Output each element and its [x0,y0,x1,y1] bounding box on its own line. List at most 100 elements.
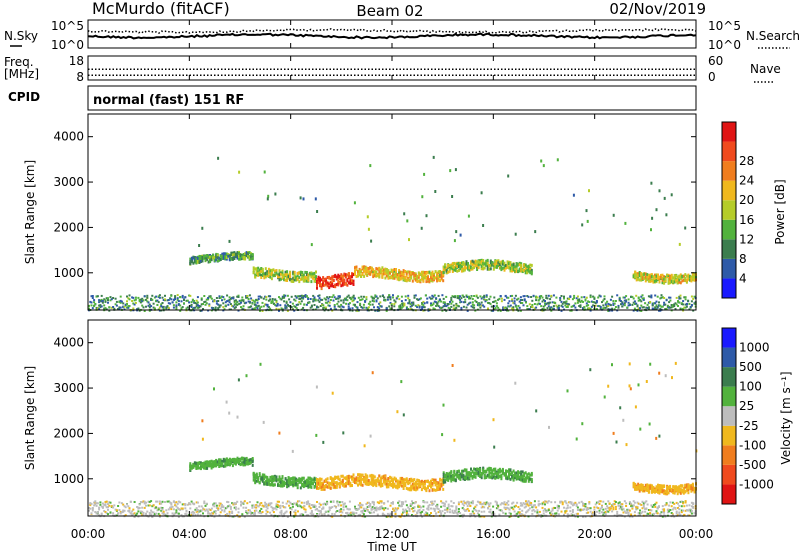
scatter-cell [255,479,258,483]
scatter-cell [153,513,156,516]
scatter-cell [512,265,515,269]
scatter-cell [323,479,326,483]
scatter-cell [381,275,384,279]
scatter-cell [678,295,681,298]
scatter-cell [384,477,387,481]
scatter-cell [462,469,465,473]
scatter-cell [526,305,529,308]
scatter-cell [425,271,428,275]
scatter-cell [667,275,670,279]
scatter-cell [196,509,199,511]
scatter-cell [310,280,313,284]
scatter-cell [487,307,489,310]
scatter-cell [256,307,259,310]
scatter-cell [215,300,218,303]
colorbar-segment [722,219,736,240]
scatter-cell [299,270,302,274]
scatter-cell [284,294,287,297]
scatter-cell [537,299,540,302]
scatter-cell [344,273,347,277]
scatter-cell [497,468,500,472]
scatter-cell [460,469,463,473]
scatter-cell [393,476,396,480]
scatter-cell [650,294,653,297]
scatter-cell [193,503,196,506]
scatter-cell [287,481,290,485]
scatter-cell [679,273,682,277]
scatter-cell [416,486,419,490]
scatter-cell [387,273,390,277]
scatter-cell [417,271,420,275]
scatter-cell [401,479,404,483]
scatter-cell [618,297,621,300]
scatter-cell [405,272,408,276]
scatter-cell [133,299,136,302]
scatter-cell [372,268,375,272]
scatter-cell [328,296,331,298]
scatter-cell [599,305,602,308]
scatter-cell [416,280,419,283]
scatter-cell [256,301,259,304]
scatter-cell [225,460,228,464]
scatter-cell [474,259,477,263]
scatter-cell [215,302,218,305]
scatter-cell [681,484,684,488]
scatter-cell [266,475,269,479]
scatter-cell [457,305,460,308]
scatter-cell [438,298,441,301]
scatter-cell [494,467,497,471]
scatter-cell [647,484,650,488]
scatter-cell [200,467,202,471]
scatter-cell [506,307,508,310]
scatter-cell [392,485,394,489]
scatter-cell [241,299,244,302]
scatter-cell [654,302,657,305]
scatter-cell [678,274,681,278]
scatter-cell [442,279,445,283]
scatter-cell [500,469,503,473]
scatter-cell [425,488,428,492]
scatter-cell [100,305,103,308]
scatter-cell [155,512,158,515]
scatter-cell [98,304,101,307]
scatter-cell [646,277,649,281]
scatter-cell [641,294,644,297]
scatter-cell [450,474,453,478]
scatter-cell [485,295,488,298]
scatter-cell [489,263,492,267]
scatter-cell [434,190,437,193]
scatter-cell [304,279,307,282]
scatter-cell [189,262,192,266]
scatter-cell [442,478,445,482]
scatter-cell [347,275,350,278]
scatter-cell [542,305,545,308]
scatter-cell [437,487,440,491]
scatter-cell [301,484,304,488]
scatter-cell [98,514,101,517]
scatter-cell [360,475,363,479]
scatter-cell [550,294,553,297]
scatter-cell [385,307,388,310]
scatter-cell [141,297,144,300]
scatter-cell [427,480,429,484]
scatter-cell [568,298,571,300]
scatter-cell [428,308,431,311]
scatter-cell [524,479,527,483]
scatter-cell [238,257,240,261]
scatter-cell [631,295,634,298]
scatter-cell [195,299,198,302]
scatter-cell [223,509,226,512]
scatter-cell [625,300,628,303]
scatter-cell [297,505,299,508]
scatter-cell [322,304,325,307]
scatter-cell [684,490,687,494]
scatter-cell [100,513,103,516]
scatter-cell [364,272,367,276]
scatter-cell [376,274,379,277]
scatter-cell [515,471,518,475]
scatter-cell [232,305,235,308]
scatter-cell [190,511,193,514]
scatter-cell [250,513,253,515]
scatter-cell [310,485,313,489]
